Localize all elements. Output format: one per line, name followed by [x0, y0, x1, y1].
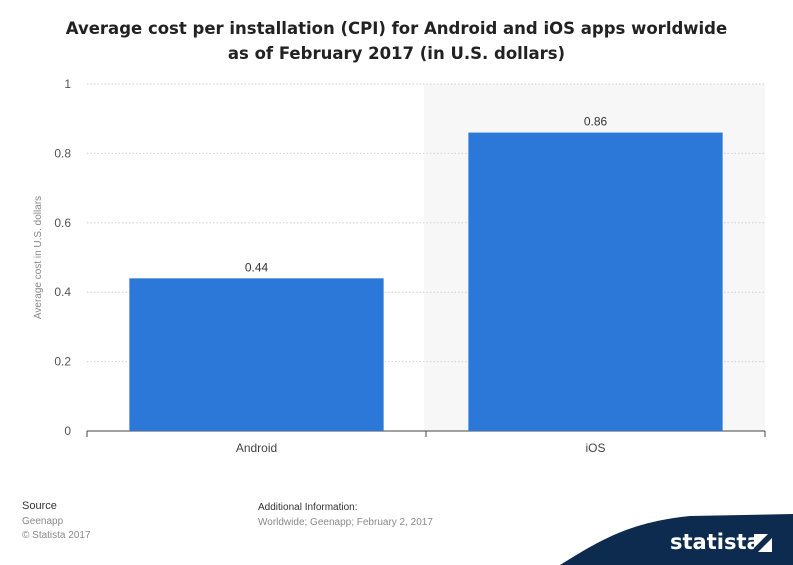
source-label: Source — [22, 500, 57, 512]
y-tick-label: 0.8 — [54, 146, 71, 160]
y-tick-label: 0.6 — [54, 216, 71, 230]
y-axis-label: Average cost in U.S. dollars — [33, 196, 44, 319]
bar — [468, 132, 723, 431]
source-name: Geenapp — [22, 516, 64, 527]
x-tick-label: iOS — [585, 441, 605, 455]
y-tick-label: 0.2 — [54, 355, 71, 369]
bar — [129, 278, 384, 431]
copyright-text: © Statista 2017 — [22, 530, 91, 541]
additional-info-text: Worldwide; Geenapp; February 2, 2017 — [258, 517, 433, 528]
bar-value-label: 0.86 — [584, 115, 608, 129]
chart-title: Average cost per installation (CPI) for … — [0, 16, 793, 66]
y-tick-label: 0.4 — [54, 285, 71, 299]
chart-title-line-2: as of February 2017 (in U.S. dollars) — [227, 44, 566, 63]
x-tick-label: Android — [236, 441, 277, 455]
bar-value-label: 0.44 — [245, 260, 269, 274]
y-tick-label: 0 — [64, 424, 71, 438]
chart-title-line-1: Average cost per installation (CPI) for … — [65, 19, 728, 38]
additional-info-label: Additional Information: — [258, 502, 358, 513]
y-tick-label: 1 — [64, 77, 71, 91]
statista-logo-text[interactable]: statista — [670, 530, 761, 554]
statista-logo-icon[interactable] — [754, 534, 772, 552]
bar-chart: 0 0.2 0.4 0.6 0.8 1 0.44 Android 0.86 iOS Average … — [33, 77, 766, 455]
